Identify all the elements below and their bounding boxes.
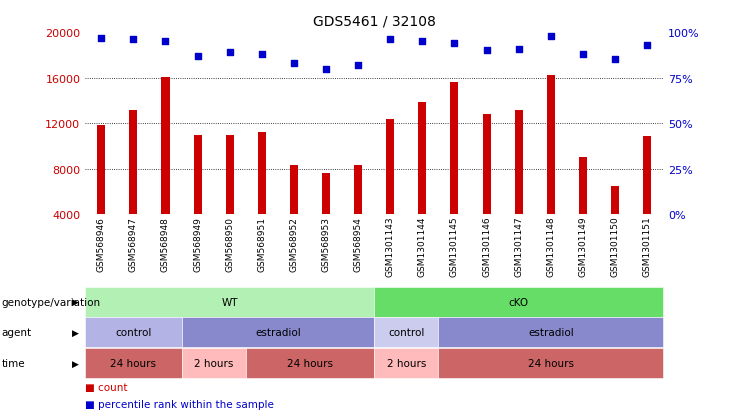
Bar	[97, 126, 105, 215]
Bar	[515, 110, 522, 215]
Text: GSM568947: GSM568947	[129, 216, 138, 271]
Point	[256, 52, 268, 58]
Text: genotype/variation: genotype/variation	[1, 297, 101, 307]
Text: GSM568950: GSM568950	[225, 216, 234, 271]
Text: GSM1301151: GSM1301151	[642, 216, 651, 277]
Point	[448, 40, 460, 47]
Text: GSM568946: GSM568946	[97, 216, 106, 271]
Text: GSM568949: GSM568949	[193, 216, 202, 271]
Text: 24 hours: 24 hours	[528, 358, 574, 368]
Bar	[162, 77, 170, 215]
Point	[288, 61, 300, 67]
Bar	[451, 83, 459, 215]
Text: GSM568953: GSM568953	[322, 216, 330, 271]
Bar	[130, 110, 137, 215]
Point	[481, 48, 493, 55]
Text: ▶: ▶	[73, 297, 79, 306]
Bar	[419, 102, 426, 215]
Text: GDS5461 / 32108: GDS5461 / 32108	[313, 15, 436, 29]
Text: GSM1301143: GSM1301143	[386, 216, 395, 277]
Text: GSM1301148: GSM1301148	[546, 216, 555, 277]
Bar	[322, 174, 330, 215]
Text: control: control	[115, 328, 152, 337]
Text: GSM568954: GSM568954	[353, 216, 362, 271]
Point	[192, 53, 204, 60]
Text: agent: agent	[1, 328, 32, 337]
Point	[513, 46, 525, 53]
Point	[224, 50, 236, 56]
Text: time: time	[1, 358, 25, 368]
Point	[609, 57, 621, 64]
Text: 24 hours: 24 hours	[110, 358, 156, 368]
Text: GSM568952: GSM568952	[290, 216, 299, 271]
Text: control: control	[388, 328, 425, 337]
Text: 2 hours: 2 hours	[387, 358, 426, 368]
Bar	[386, 119, 394, 215]
Bar	[258, 133, 266, 215]
Text: WT: WT	[222, 297, 238, 307]
Point	[545, 33, 556, 40]
Point	[96, 35, 107, 42]
Text: GSM1301149: GSM1301149	[579, 216, 588, 277]
Point	[352, 62, 364, 69]
Text: ▶: ▶	[73, 358, 79, 368]
Point	[641, 43, 653, 49]
Point	[320, 66, 332, 73]
Text: cKO: cKO	[508, 297, 529, 307]
Bar	[643, 136, 651, 215]
Bar	[482, 115, 491, 215]
Text: ■ count: ■ count	[85, 382, 127, 392]
Bar	[611, 186, 619, 215]
Text: GSM1301145: GSM1301145	[450, 216, 459, 277]
Text: GSM568948: GSM568948	[161, 216, 170, 271]
Text: estradiol: estradiol	[528, 328, 574, 337]
Text: GSM1301150: GSM1301150	[611, 216, 619, 277]
Point	[127, 37, 139, 44]
Bar	[290, 166, 298, 215]
Bar	[226, 135, 233, 215]
Text: ▶: ▶	[73, 328, 79, 337]
Text: ■ percentile rank within the sample: ■ percentile rank within the sample	[85, 399, 274, 409]
Point	[385, 37, 396, 44]
Bar	[547, 76, 555, 215]
Text: GSM1301147: GSM1301147	[514, 216, 523, 277]
Point	[159, 39, 171, 45]
Text: 2 hours: 2 hours	[194, 358, 233, 368]
Bar	[579, 158, 587, 215]
Point	[416, 39, 428, 45]
Text: estradiol: estradiol	[255, 328, 301, 337]
Text: GSM1301146: GSM1301146	[482, 216, 491, 277]
Text: GSM568951: GSM568951	[257, 216, 266, 271]
Bar	[193, 135, 202, 215]
Point	[577, 52, 589, 58]
Text: GSM1301144: GSM1301144	[418, 216, 427, 277]
Text: 24 hours: 24 hours	[287, 358, 333, 368]
Bar	[354, 166, 362, 215]
